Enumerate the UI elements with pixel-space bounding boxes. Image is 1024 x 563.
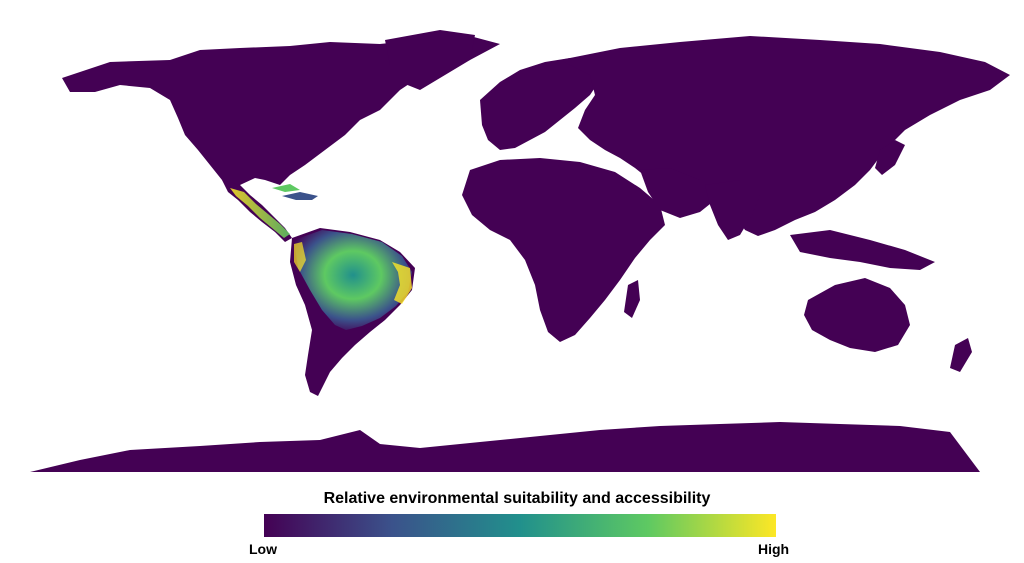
greenland xyxy=(385,30,475,90)
india xyxy=(705,180,760,240)
legend-high-label: High xyxy=(758,541,790,557)
brazil-coast-suitability xyxy=(392,262,412,304)
amazon-suitability xyxy=(294,230,412,330)
southeast-asia-islands xyxy=(790,230,935,270)
europe xyxy=(480,58,600,150)
cuba xyxy=(272,184,300,192)
world-map xyxy=(30,30,1010,472)
japan xyxy=(875,140,905,175)
andes-suitability xyxy=(294,242,306,272)
central-america-suitability xyxy=(230,188,290,238)
legend-colorbar xyxy=(264,514,776,537)
north-america xyxy=(62,36,500,190)
australia xyxy=(804,278,910,352)
africa xyxy=(462,158,665,342)
arabia xyxy=(640,168,715,218)
antarctica xyxy=(30,422,980,472)
legend-title: Relative environmental suitability and a… xyxy=(323,490,711,507)
new-zealand xyxy=(950,338,972,372)
madagascar xyxy=(624,280,640,318)
caribbean-islands xyxy=(282,192,318,200)
legend-low-label: Low xyxy=(249,541,277,557)
